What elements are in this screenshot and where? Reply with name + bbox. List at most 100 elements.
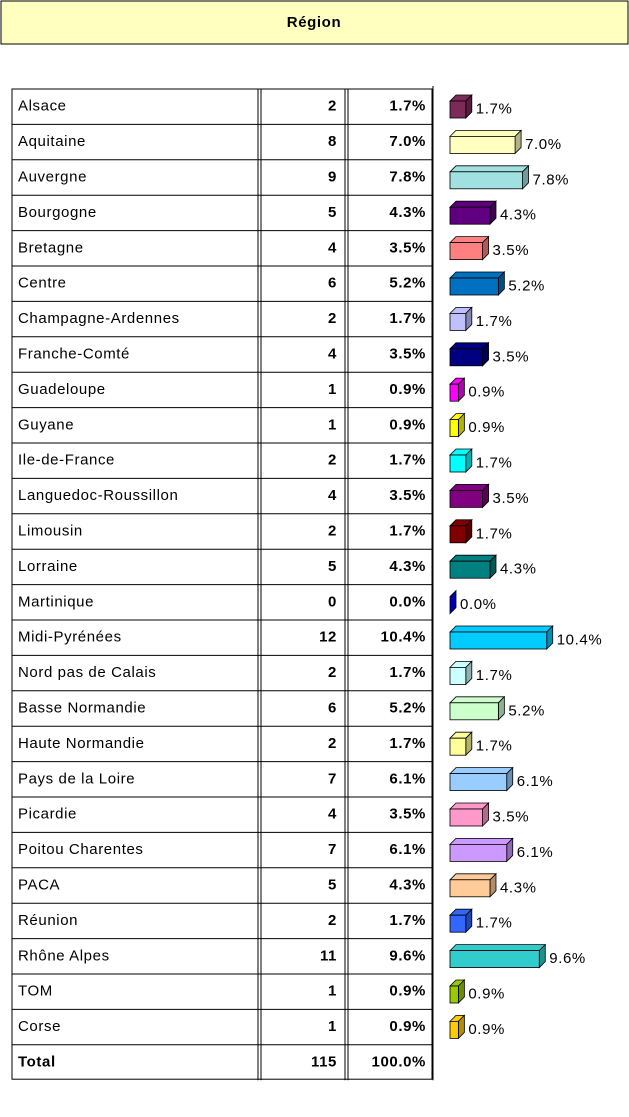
region: PACA <box>18 876 60 893</box>
bar-shade <box>465 661 472 685</box>
region: Guadeloupe <box>18 381 106 398</box>
count: 5 <box>328 558 337 575</box>
bar-label: 3.5% <box>493 490 530 507</box>
bar-label: 10.4% <box>557 631 603 648</box>
percent: 1.7% <box>389 912 426 929</box>
bar-label: 1.7% <box>476 667 513 684</box>
percent: 0.9% <box>389 416 426 433</box>
bar-shade <box>458 378 465 402</box>
percent: 0.9% <box>389 381 426 398</box>
count: 4 <box>328 806 337 823</box>
percent: 1.7% <box>389 310 426 327</box>
bar-label: 3.5% <box>493 242 530 259</box>
percent: 0.0% <box>389 593 426 610</box>
bar <box>449 914 467 933</box>
bar-top <box>449 165 530 173</box>
bar-top <box>449 200 497 208</box>
bar-label: 9.6% <box>549 950 586 967</box>
header: Région <box>287 14 341 31</box>
count: 5 <box>328 204 337 221</box>
bar <box>449 277 499 296</box>
region: Midi-Pyrénées <box>18 629 122 646</box>
region: Lorraine <box>18 558 78 575</box>
count: 2 <box>328 452 337 469</box>
percent: 3.5% <box>389 345 426 362</box>
percent: 4.3% <box>389 558 426 575</box>
bar-top <box>449 236 490 244</box>
bar-shade <box>458 413 465 437</box>
region: Martinique <box>18 593 94 610</box>
bar-shade <box>465 519 472 543</box>
region: TOM <box>18 983 53 1000</box>
region: Ile-de-France <box>18 452 115 469</box>
region: Haute Normandie <box>18 735 145 752</box>
bar-label: 6.1% <box>517 844 554 861</box>
bar <box>449 312 467 331</box>
bar-top <box>449 342 490 350</box>
percent: 10.4% <box>380 629 426 646</box>
region: Poitou Charentes <box>18 841 144 858</box>
count: 2 <box>328 98 337 115</box>
bar-shade <box>539 944 546 968</box>
percent: 5.2% <box>389 275 426 292</box>
percent: 3.5% <box>389 806 426 823</box>
percent: 0.9% <box>389 1018 426 1035</box>
percent: 4.3% <box>389 876 426 893</box>
bar-shade <box>450 590 456 614</box>
bar-label: 5.2% <box>508 277 545 294</box>
bar-shade <box>465 449 472 472</box>
bar <box>449 242 483 261</box>
bar <box>449 100 467 119</box>
bar <box>449 419 459 438</box>
bar <box>449 631 548 650</box>
count: 6 <box>328 699 337 716</box>
percent: 0.9% <box>389 983 426 1000</box>
bar-shade <box>489 555 496 579</box>
bar-shade <box>465 909 472 933</box>
count: 2 <box>328 912 337 929</box>
percent: 1.7% <box>389 664 426 681</box>
bar-label: 4.3% <box>500 561 537 578</box>
bar-label: 1.7% <box>476 915 513 932</box>
bar <box>449 702 499 721</box>
bar-label: 1.7% <box>476 313 513 330</box>
bar <box>449 950 540 968</box>
count: 1 <box>328 983 337 1000</box>
count: 7 <box>328 841 337 858</box>
bar-shade <box>465 307 472 331</box>
region: Bourgogne <box>18 204 97 221</box>
region: Aquitaine <box>18 133 86 150</box>
bar-top <box>449 944 547 951</box>
count: 2 <box>328 664 337 681</box>
region: Languedoc-Roussillon <box>18 487 178 504</box>
region: Franche-Comté <box>18 345 130 362</box>
count: 6 <box>328 275 337 292</box>
percent: 1.7% <box>389 735 426 752</box>
count: 9 <box>328 168 337 185</box>
count: 1 <box>328 416 337 433</box>
bar-top <box>449 129 523 137</box>
region: Guyane <box>18 416 74 433</box>
bar-top <box>449 838 514 845</box>
percent: 7.8% <box>389 168 426 185</box>
percent: 5.2% <box>389 699 426 716</box>
bar <box>449 348 483 367</box>
percent: 100.0% <box>372 1053 426 1070</box>
bar <box>449 560 491 579</box>
bar-shade <box>498 272 505 295</box>
bar <box>449 737 467 756</box>
count: 12 <box>319 629 337 646</box>
bar-top <box>449 767 514 774</box>
bar-shade <box>522 165 529 189</box>
bar-shade <box>465 732 472 756</box>
region: Limousin <box>18 522 83 539</box>
bar <box>449 383 459 402</box>
bar-label: 0.9% <box>468 384 505 401</box>
bar-shade <box>489 201 496 225</box>
region: Corse <box>18 1018 61 1035</box>
region: Picardie <box>18 806 77 823</box>
count: 5 <box>328 876 337 893</box>
bar <box>449 135 516 154</box>
count: 11 <box>320 947 337 964</box>
bar <box>449 773 508 791</box>
